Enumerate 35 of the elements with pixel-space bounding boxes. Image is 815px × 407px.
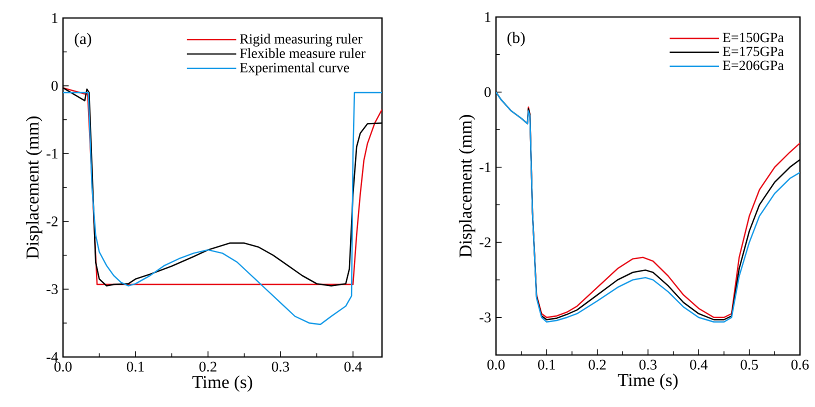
y-axis-title: Displacement (mm) (458, 115, 476, 258)
y-tick-label: -4 (46, 352, 58, 362)
y-tick-label: 1 (485, 12, 490, 22)
legend-label: E=206GPa (722, 60, 784, 70)
legend-label: E=175GPa (722, 46, 784, 56)
x-tick-label: 0.0 (54, 362, 72, 372)
x-axis-title: Time (s) (192, 375, 252, 392)
x-tick-label: 0.0 (487, 360, 505, 370)
y-tick-label: -3 (480, 312, 491, 322)
x-tick-label: 0.2 (588, 360, 606, 370)
x-tick-label: 0.3 (639, 360, 657, 370)
x-tick-label: 0.5 (740, 360, 758, 370)
x-tick-label: 0.3 (272, 362, 290, 372)
annotation: (a) (74, 32, 92, 48)
x-tick-label: 0.6 (791, 360, 809, 370)
x-tick-label: 0.1 (538, 360, 555, 370)
y-tick-label: 1 (52, 13, 58, 23)
x-tick-label: 0.4 (690, 360, 708, 370)
y-tick-label: -1 (46, 148, 58, 158)
y-tick-label: 0 (52, 80, 58, 91)
x-tick-label: 0.2 (199, 362, 216, 372)
y-tick-label: -2 (46, 216, 58, 226)
x-tick-label: 0.4 (344, 362, 362, 372)
annotation: (b) (508, 32, 525, 46)
legend-label: Experimental curve (240, 62, 350, 76)
x-axis-title: Time (s) (618, 373, 678, 390)
legend-label: Rigid measuring ruler (240, 34, 362, 46)
y-tick-label: -2 (480, 237, 490, 248)
legend-label: Flexible measure ruler (240, 48, 366, 58)
x-tick-label: 0.1 (126, 362, 144, 372)
y-tick-label: -3 (46, 284, 58, 294)
legend-label: E=150GPa (722, 32, 784, 42)
y-tick-label: -1 (480, 162, 490, 172)
y-tick-label: 0 (484, 87, 491, 98)
y-axis-title: Displacement (mm) (26, 116, 42, 259)
